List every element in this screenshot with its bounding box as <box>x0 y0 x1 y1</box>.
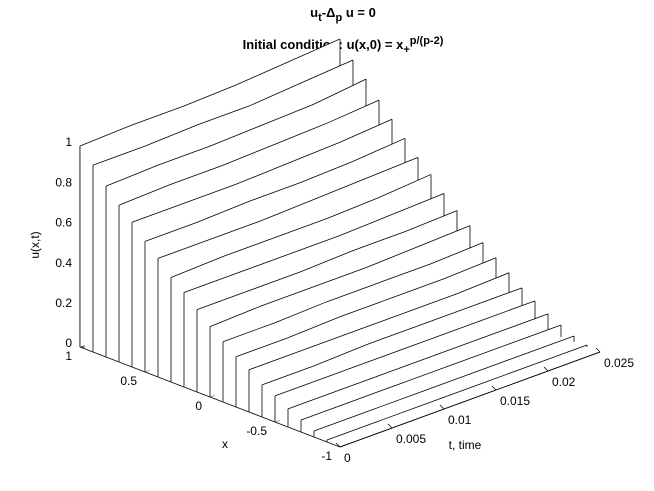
subtitle-part: + <box>403 44 409 56</box>
waterfall-line <box>118 99 380 206</box>
t-tick <box>595 347 601 353</box>
t-tick-label: 0.02 <box>552 375 576 389</box>
t-tick <box>387 423 393 429</box>
z-tick-label: 0 <box>65 336 72 350</box>
x-tick-label: -1 <box>321 449 332 463</box>
t-tick-label: 0.015 <box>500 394 530 408</box>
chart-subtitle: Initial condition: u(x,0) = x+p/(p-2) <box>243 35 444 56</box>
chart-title: ut-Δp u = 0 <box>310 5 376 23</box>
title-part: u <box>310 5 318 20</box>
waterfall-line <box>235 257 497 358</box>
x-tick-label: -0.5 <box>246 424 267 438</box>
title-part: -Δ <box>322 5 336 20</box>
x-axis-label: x <box>222 437 228 451</box>
z-axis-label: u(x,t) <box>28 231 42 258</box>
waterfall-line <box>287 313 549 410</box>
curtain <box>327 344 587 442</box>
waterfall-line <box>105 78 367 187</box>
waterfall-line <box>339 351 601 448</box>
z-tick-label: 0.8 <box>55 175 72 189</box>
waterfall-line <box>274 300 536 397</box>
x-tick-label: 1 <box>65 349 72 363</box>
title-part: t <box>318 12 322 24</box>
waterfall-line <box>248 272 510 371</box>
t-axis-label: t, time <box>449 438 482 452</box>
t-tick-label: 0.005 <box>396 432 426 446</box>
title-part: u = 0 <box>342 5 376 20</box>
subtitle-part: p/(p-2) <box>410 35 444 47</box>
waterfall-line <box>196 210 458 310</box>
waterfall-line <box>261 287 523 386</box>
curtain <box>314 335 574 437</box>
title-part: p <box>335 12 342 24</box>
z-tick-label: 0.2 <box>55 296 72 310</box>
waterfall-line <box>92 59 354 166</box>
waterfall-line <box>326 344 588 441</box>
waterfall-line <box>183 193 445 293</box>
subtitle-part: Initial condition: u(x,0) = x <box>243 37 404 52</box>
waterfall-line <box>313 335 575 432</box>
t-tick-label: 0.025 <box>604 356 634 370</box>
curtain <box>301 324 561 432</box>
waterfall-line <box>79 38 341 147</box>
t-tick <box>335 442 341 448</box>
z-tick-label: 0.4 <box>55 256 72 270</box>
curtain <box>288 313 548 427</box>
t-tick <box>439 404 445 410</box>
x-tick-label: 0.5 <box>120 374 137 388</box>
waterfall-line <box>209 225 471 328</box>
z-tick-label: 0.6 <box>55 216 72 230</box>
waterfall-line <box>300 324 562 421</box>
waterfall-line <box>157 157 419 259</box>
waterfall-line <box>144 137 406 242</box>
t-tick-label: 0.01 <box>448 413 472 427</box>
x-tick-label: 0 <box>195 399 202 413</box>
t-tick-label: 0 <box>344 451 351 465</box>
waterfall-line <box>170 174 432 278</box>
t-tick <box>543 366 549 372</box>
z-tick-label: 1 <box>65 135 72 149</box>
waterfall-line <box>222 242 484 343</box>
waterfall-line <box>131 118 393 223</box>
t-tick <box>491 385 497 391</box>
